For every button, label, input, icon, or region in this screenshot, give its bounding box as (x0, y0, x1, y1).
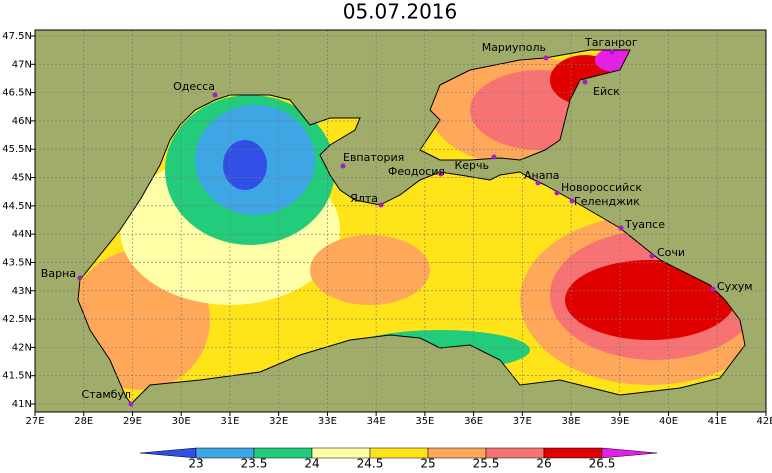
colorbar-label: 25 (420, 457, 435, 470)
x-tick-label: 37E (513, 416, 532, 427)
y-tick-label: 47N (12, 59, 32, 70)
city-marker (609, 49, 615, 55)
city-marker (543, 55, 549, 61)
city-label: Новороссийск (561, 181, 642, 194)
colorbar-high (601, 447, 658, 459)
city-label: Керчь (454, 159, 489, 172)
city-marker (378, 202, 384, 208)
city-label: Сочи (657, 246, 685, 259)
x-tick-label: 34E (367, 416, 386, 427)
y-tick-label: 44N (12, 229, 32, 240)
y-tick-label: 45N (12, 173, 32, 184)
city-label: Мариуполь (482, 41, 546, 54)
colorbar-label: 23.5 (241, 457, 268, 470)
map-frame (34, 29, 767, 413)
city-label: Евпатория (343, 151, 404, 164)
city-marker (710, 286, 716, 292)
colorbar-label: 23 (188, 457, 203, 470)
x-tick-label: 35E (415, 416, 434, 427)
city-label: Одесса (173, 80, 215, 93)
y-tick-label: 47.5N (2, 31, 32, 42)
x-tick-label: 42E (756, 416, 772, 427)
x-tick-label: 39E (610, 416, 629, 427)
city-marker (212, 92, 218, 98)
x-tick-label: 29E (123, 416, 142, 427)
city-label: Сухум (717, 280, 753, 293)
x-tick-label: 31E (220, 416, 239, 427)
city-label: Стамбул (82, 388, 131, 401)
x-tick-label: 27E (25, 416, 44, 427)
y-tick-label: 46N (12, 116, 32, 127)
city-marker (569, 198, 575, 204)
y-tick-label: 45.5N (2, 144, 32, 155)
city-marker (438, 171, 444, 177)
city-label: Феодосия (388, 165, 445, 178)
city-marker (77, 275, 83, 281)
x-tick-label: 40E (659, 416, 678, 427)
x-tick-label: 38E (562, 416, 581, 427)
map-title: 05.07.2016 (343, 0, 458, 24)
x-tick-label: 33E (318, 416, 337, 427)
city-marker (128, 401, 134, 407)
x-tick-label: 32E (269, 416, 288, 427)
y-tick-label: 41.5N (2, 371, 32, 382)
city-marker (649, 253, 655, 259)
colorbar: 23 23.5 24 24.5 25 25.5 26 26.5 (139, 447, 658, 471)
y-tick-label: 43.5N (2, 257, 32, 268)
cities: Одесса Мариуполь Таганрог Ейск ЕвпаторияФеод… (41, 36, 753, 407)
city-marker (535, 180, 541, 186)
colorbar-label: 24 (304, 457, 319, 470)
x-tick-label: 28E (74, 416, 93, 427)
y-tick-label: 46.5N (2, 88, 32, 99)
y-tick-label: 42.5N (2, 314, 32, 325)
colorbar-label: 26.5 (589, 457, 616, 470)
x-tick-label: 41E (708, 416, 727, 427)
y-tick-label: 44.5N (2, 201, 32, 212)
city-marker (618, 225, 624, 231)
grid (31, 30, 767, 416)
city-marker (582, 79, 588, 85)
city-marker (491, 154, 497, 160)
colorbar-label: 24.5 (357, 457, 384, 470)
x-tick-label: 30E (172, 416, 191, 427)
city-label: Геленджик (574, 195, 640, 208)
city-label: Ялта (350, 192, 378, 205)
city-label: Варна (41, 267, 76, 280)
city-marker (554, 190, 560, 196)
city-label: Туапсе (624, 218, 665, 231)
colorbar-label: 26 (536, 457, 551, 470)
city-marker (340, 163, 346, 169)
city-label: Анапа (524, 169, 559, 182)
city-label: Таганрог (584, 36, 638, 49)
x-tick-label: 36E (464, 416, 483, 427)
city-label: Ейск (593, 85, 620, 98)
y-tick-label: 41N (12, 399, 32, 410)
y-tick-label: 42N (12, 342, 32, 353)
y-tick-label: 43N (12, 286, 32, 297)
colorbar-label: 25.5 (473, 457, 500, 470)
